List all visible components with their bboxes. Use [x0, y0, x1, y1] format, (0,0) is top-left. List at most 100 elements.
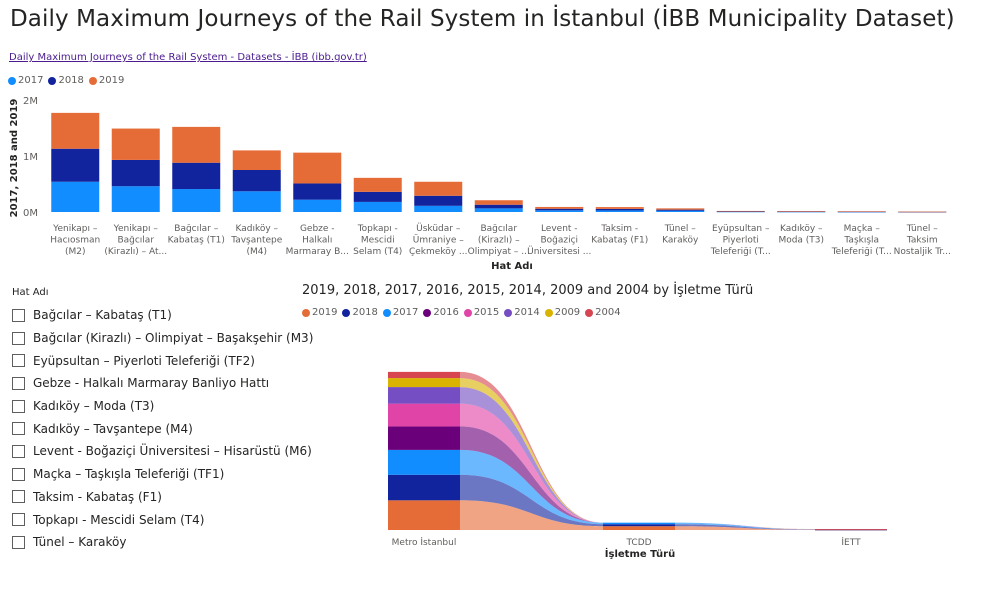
legend1-item-2018[interactable]: 2018	[48, 75, 84, 86]
slicer-checkbox[interactable]	[12, 513, 25, 527]
bar-segment-2019[interactable]	[111, 128, 160, 160]
bar-segment-2019[interactable]	[172, 126, 221, 163]
legend2-item-2009[interactable]: 2009	[544, 307, 580, 318]
ribbon-2019[interactable]	[460, 500, 603, 530]
ribbon-2016[interactable]	[460, 426, 603, 523]
ribbon-2009[interactable]	[460, 378, 603, 523]
ribbon-2015[interactable]	[460, 403, 603, 523]
column-segment-2009[interactable]	[388, 378, 460, 388]
bar-segment-2018[interactable]	[293, 183, 342, 200]
ribbon-2017[interactable]	[675, 522, 815, 530]
column-segment-2015[interactable]	[388, 403, 460, 427]
column-segment-2017[interactable]	[388, 449, 460, 475]
bar-segment-2018[interactable]	[535, 208, 584, 211]
ribbon-2014[interactable]	[675, 522, 815, 530]
ribbon-2018[interactable]	[675, 524, 815, 530]
bar-segment-2019[interactable]	[716, 210, 765, 212]
ribbon-2014[interactable]	[460, 387, 603, 523]
slicer-item[interactable]: Topkapı - Mescidi Selam (T4)	[12, 508, 297, 531]
bar-segment-2017[interactable]	[293, 199, 342, 212]
bar-segment-2018[interactable]	[716, 211, 765, 212]
bar-segment-2017[interactable]	[172, 189, 221, 212]
slicer-item[interactable]: Kadıköy – Tavşantepe (M4)	[12, 417, 297, 440]
slicer-checkbox[interactable]	[12, 331, 25, 345]
report-title: Daily Maximum Journeys of the Rail Syste…	[10, 6, 955, 32]
legend2-item-2019[interactable]: 2019	[302, 307, 337, 318]
slicer-checkbox[interactable]	[12, 490, 25, 504]
slicer-item[interactable]: Levent - Boğaziçi Üniversitesi – Hisarüs…	[12, 440, 312, 463]
slicer-checkbox[interactable]	[12, 444, 25, 458]
ribbon-2018[interactable]	[460, 474, 603, 527]
column-segment-2014[interactable]	[388, 387, 460, 404]
bar-segment-2019[interactable]	[353, 177, 402, 192]
source-link[interactable]: Daily Maximum Journeys of the Rail Syste…	[9, 52, 367, 63]
bar-segment-2017[interactable]	[595, 210, 644, 212]
bar-segment-2018[interactable]	[414, 195, 463, 206]
ribbon-2019[interactable]	[675, 526, 815, 530]
bar-segment-2018[interactable]	[353, 191, 402, 202]
bar-segment-2018[interactable]	[232, 170, 281, 192]
legend1-item-2017[interactable]: 2017	[8, 75, 43, 86]
bar-segment-2019[interactable]	[51, 112, 100, 149]
bar-segment-2018[interactable]	[656, 209, 705, 211]
bar-segment-2017[interactable]	[474, 208, 523, 212]
bar-segment-2019[interactable]	[777, 211, 826, 212]
slicer-item[interactable]: Bağcılar (Kirazlı) – Olimpiyat – Başakşe…	[12, 327, 313, 350]
legend2-item-2015[interactable]: 2015	[463, 307, 499, 318]
bar-segment-2019[interactable]	[595, 207, 644, 209]
bar-segment-2018[interactable]	[111, 159, 160, 187]
bar-segment-2017[interactable]	[111, 186, 160, 212]
bar-segment-2019[interactable]	[474, 200, 523, 205]
bar-segment-2017[interactable]	[353, 201, 402, 212]
slicer-checkbox[interactable]	[12, 422, 25, 436]
bar-segment-2019[interactable]	[898, 211, 947, 213]
bar-segment-2018[interactable]	[474, 204, 523, 209]
bar-segment-2017[interactable]	[716, 211, 765, 213]
slicer-item[interactable]: Maçka – Taşkışla Teleferiği (TF1)	[12, 463, 297, 486]
slicer-item[interactable]: Bağcılar – Kabataş (T1)	[12, 304, 297, 327]
bar-segment-2019[interactable]	[535, 206, 584, 209]
slicer-checkbox[interactable]	[12, 308, 25, 322]
legend2-item-2017[interactable]: 2017	[382, 307, 418, 318]
legend2-item-2016[interactable]: 2016	[423, 307, 459, 318]
bar-segment-2017[interactable]	[232, 191, 281, 212]
slicer-item[interactable]: Tünel – Karaköy	[12, 531, 297, 554]
ribbon-2015[interactable]	[675, 522, 815, 530]
column-segment-2004[interactable]	[815, 528, 887, 530]
bar-segment-2019[interactable]	[293, 152, 342, 184]
bar-segment-2019[interactable]	[837, 211, 886, 212]
legend2-item-2018[interactable]: 2018	[342, 307, 378, 318]
slicer-checkbox[interactable]	[12, 376, 25, 390]
legend2-item-2014[interactable]: 2014	[504, 307, 540, 318]
ribbon-2017[interactable]	[460, 449, 603, 525]
column-segment-2018[interactable]	[603, 524, 675, 527]
column-segment-2018[interactable]	[388, 474, 460, 501]
slicer-item[interactable]: Gebze - Halkalı Marmaray Banliyo Hattı	[12, 372, 297, 395]
legend1-item-2019[interactable]: 2019	[88, 75, 124, 86]
bar-segment-2017[interactable]	[414, 205, 463, 212]
bar-segment-2018[interactable]	[595, 208, 644, 211]
bar-segment-2018[interactable]	[172, 162, 221, 190]
slicer-checkbox[interactable]	[12, 535, 25, 549]
bar-segment-2019[interactable]	[656, 208, 705, 210]
legend2-item-2004[interactable]: 2004	[585, 307, 621, 318]
column-segment-2017[interactable]	[603, 522, 675, 525]
slicer-checkbox[interactable]	[12, 399, 25, 413]
column-segment-2016[interactable]	[388, 426, 460, 450]
slicer-checkbox[interactable]	[12, 467, 25, 481]
bar-segment-2017[interactable]	[51, 181, 100, 212]
bar-segment-2017[interactable]	[535, 210, 584, 212]
column-segment-2019[interactable]	[603, 526, 675, 530]
x-tick-label: TCDD	[625, 538, 651, 548]
bar-segment-2018[interactable]	[51, 148, 100, 182]
slicer-checkbox[interactable]	[12, 354, 25, 368]
column-segment-2019[interactable]	[388, 500, 460, 530]
slicer-item[interactable]: Kadıköy – Moda (T3)	[12, 395, 297, 418]
bar-segment-2019[interactable]	[414, 181, 463, 196]
slicer-item[interactable]: Taksim - Kabataş (F1)	[12, 486, 297, 509]
bar-segment-2019[interactable]	[232, 150, 281, 170]
bar-segment-2017[interactable]	[656, 210, 705, 212]
ribbon-2009[interactable]	[675, 522, 815, 530]
slicer-item[interactable]: Eyüpsultan – Piyerloti Teleferiği (TF2)	[12, 349, 297, 372]
column-segment-2004[interactable]	[388, 371, 460, 379]
